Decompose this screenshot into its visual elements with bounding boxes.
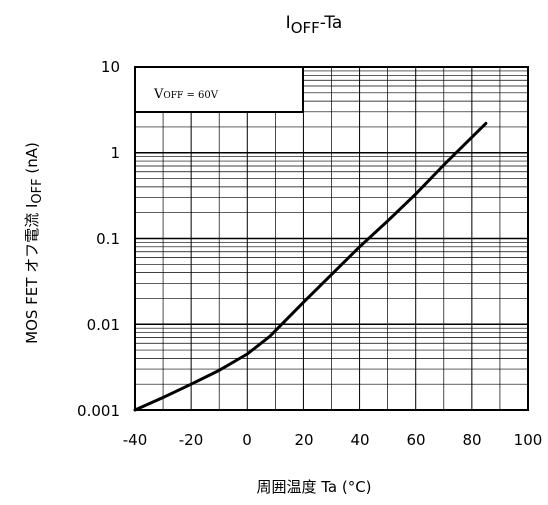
x-tick-label: 20	[294, 431, 313, 449]
series-layer	[133, 121, 488, 412]
annotation-box	[134, 66, 304, 113]
title-main: I	[286, 13, 291, 33]
y-tick-label: 1	[110, 144, 120, 162]
x-tick-labels: -40 -20 0 20 40 60 80 100	[123, 431, 543, 449]
x-tick-label: -40	[123, 431, 148, 449]
plot-frame	[134, 66, 529, 411]
y-axis-title-sub: OFF	[30, 178, 45, 203]
x-tick-label: 100	[514, 431, 543, 449]
y-axis-title-suffix: (nA)	[23, 142, 41, 178]
x-tick-label: 0	[242, 431, 252, 449]
title-sub: OFF	[291, 19, 320, 37]
y-tick-label: 10	[101, 58, 120, 76]
x-tick-label: 80	[462, 431, 481, 449]
annotation-main: V	[153, 87, 164, 102]
x-tick-label: -20	[179, 431, 204, 449]
y-tick-label: 0.001	[77, 402, 120, 420]
y-tick-label: 0.1	[96, 230, 120, 248]
frame-layer	[134, 66, 529, 411]
x-tick-label: 60	[406, 431, 425, 449]
annotation-rest: = 60V	[183, 90, 218, 101]
x-tick-label: 40	[350, 431, 369, 449]
x-axis-title: 周囲温度 Ta (°C)	[256, 478, 371, 496]
annotation-text: VOFF = 60V	[153, 87, 219, 102]
title-rest: -Ta	[320, 13, 343, 33]
annotation-sub: OFF	[163, 91, 183, 101]
series-line	[133, 121, 488, 412]
grid	[135, 66, 528, 411]
chart-title: IOFF-Ta	[286, 13, 343, 37]
y-tick-labels: 10 1 0.1 0.01 0.001	[77, 58, 120, 420]
y-axis-title: MOS FET オフ電流 IOFF (nA)	[23, 142, 45, 344]
y-axis-title-prefix: MOS FET オフ電流 I	[23, 204, 41, 344]
y-tick-label: 0.01	[87, 316, 120, 334]
